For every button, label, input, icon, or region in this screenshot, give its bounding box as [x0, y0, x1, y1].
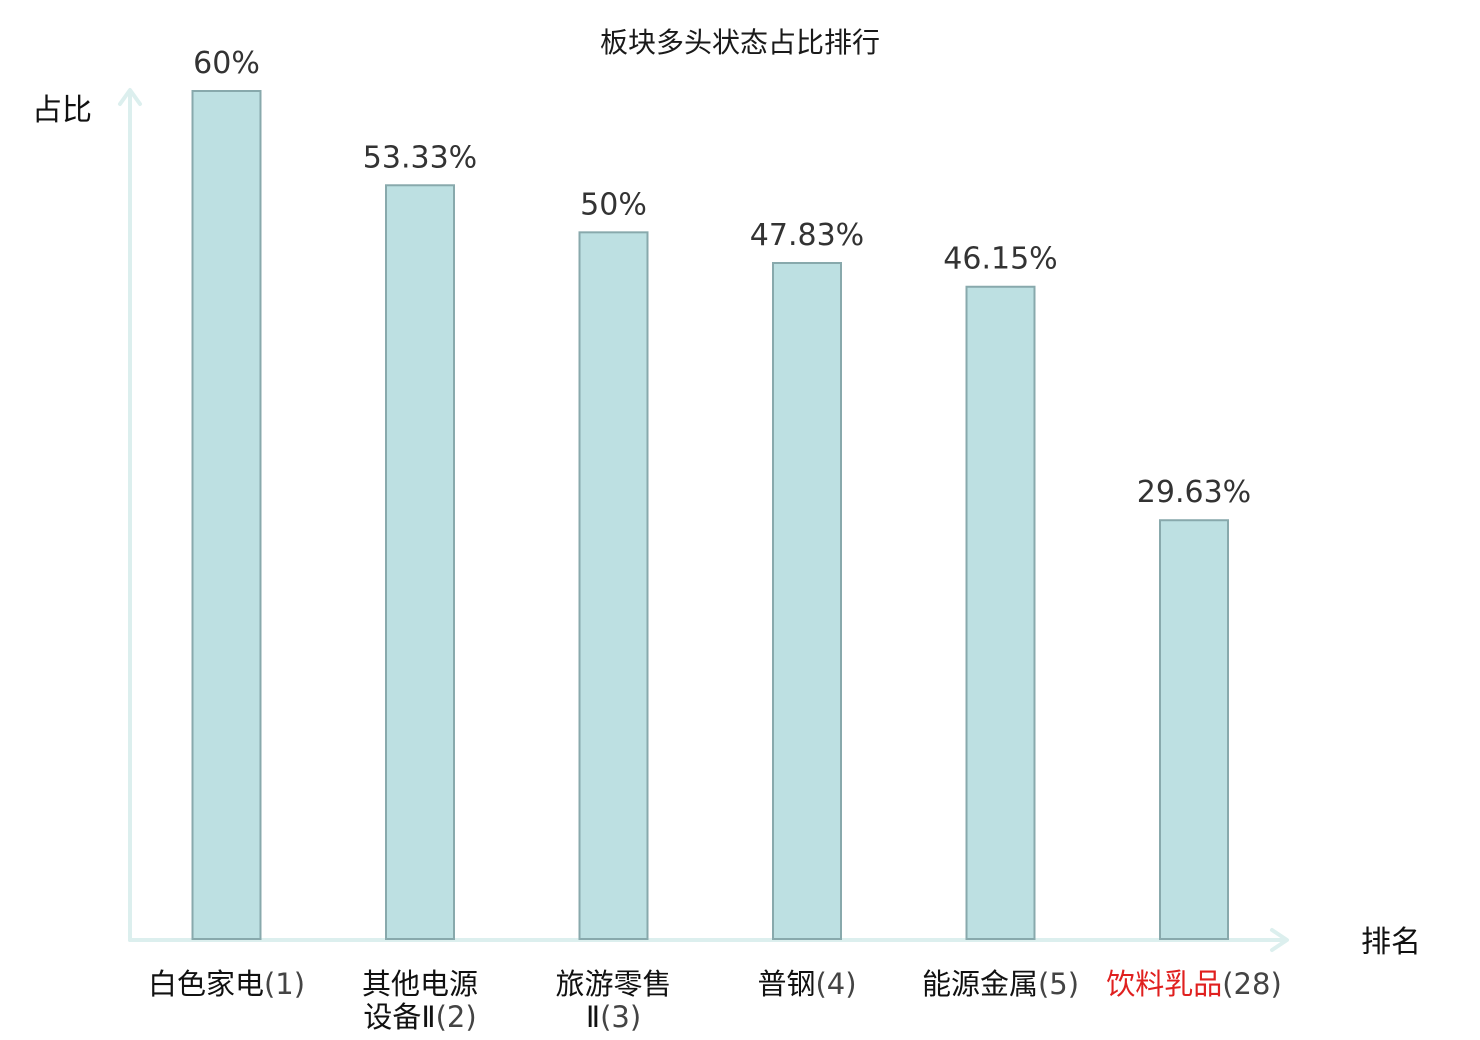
category-rank: (2) — [436, 1000, 477, 1034]
bar-5 — [965, 285, 1036, 941]
bar-2 — [385, 184, 455, 940]
category-name: 其他电源 — [362, 967, 478, 1001]
y-axis-arrow — [118, 88, 142, 106]
value-labels-group: 60% 53.33% 50% 47.83% 46.15% 29.63% — [193, 46, 1251, 510]
category-label-2-line-2: 设备Ⅱ(2) — [363, 1000, 476, 1034]
category-name: Ⅱ — [586, 1000, 600, 1034]
category-name: 饮料乳品 — [1106, 967, 1222, 1001]
category-rank: (1) — [264, 967, 305, 1001]
y-axis-label: 占比 — [32, 93, 92, 128]
category-rank: (4) — [815, 967, 856, 1001]
category-label-3-line-2: Ⅱ(3) — [586, 1000, 641, 1034]
value-label-1: 60% — [193, 46, 260, 81]
category-name: 能源金属 — [922, 967, 1038, 1001]
category-name: 普钢 — [757, 967, 815, 1001]
bar-1 — [191, 90, 262, 940]
category-rank: (28) — [1222, 967, 1282, 1001]
category-label-6: 饮料乳品(28) — [1106, 967, 1282, 1001]
category-label-1: 白色家电(1) — [148, 967, 305, 1001]
value-label-6: 29.63% — [1137, 475, 1251, 510]
bars-group — [191, 90, 1229, 941]
category-label-4: 普钢(4) — [757, 967, 856, 1001]
bar-4 — [772, 262, 842, 940]
x-axis-arrow — [1270, 928, 1289, 952]
category-name: 旅游零售 — [555, 967, 671, 1001]
category-label-5: 能源金属(5) — [922, 967, 1079, 1001]
category-name: 设备Ⅱ — [363, 1000, 435, 1034]
category-label-2-line-1: 其他电源 — [362, 967, 478, 1001]
value-label-2: 53.33% — [363, 140, 477, 175]
category-name: 白色家电 — [148, 967, 264, 1001]
value-label-5: 46.15% — [943, 242, 1057, 277]
category-label-3-line-1: 旅游零售 — [555, 967, 671, 1001]
category-rank: (5) — [1038, 967, 1079, 1001]
bar-3 — [578, 231, 649, 941]
category-rank: (3) — [600, 1000, 641, 1034]
value-label-3: 50% — [580, 187, 647, 222]
bar-6 — [1159, 519, 1229, 940]
x-axis-label: 排名 — [1361, 925, 1421, 960]
value-label-4: 47.83% — [750, 218, 864, 253]
chart-title: 板块多头状态占比排行 — [600, 26, 880, 59]
